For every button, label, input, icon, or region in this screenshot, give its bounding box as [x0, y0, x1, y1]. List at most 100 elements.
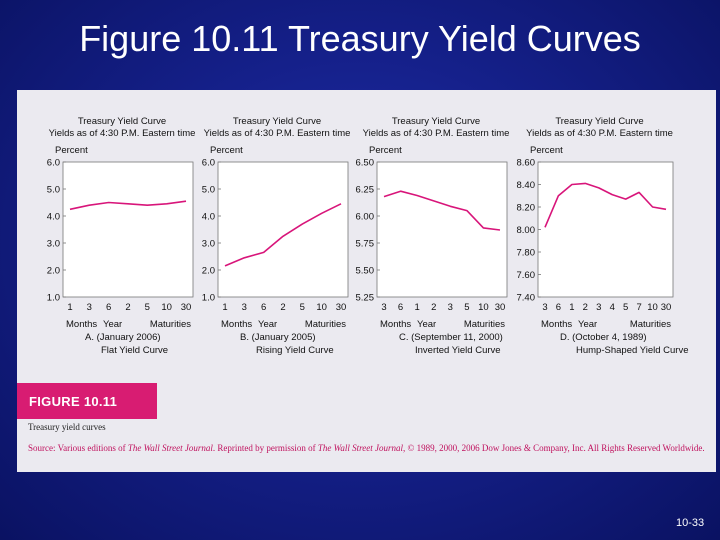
- chart-3-ytick-5: 5.50: [356, 266, 375, 277]
- source-publication-1: The Wall Street Journal: [127, 443, 213, 453]
- chart-4-xtick-1: 3: [542, 302, 547, 313]
- chart-1-xtick-3: 6: [106, 302, 111, 313]
- source-prefix: Source: Various editions of: [28, 443, 128, 453]
- chart-1-xtick-6: 10: [161, 302, 172, 313]
- chart-3-ytick-2: 6.25: [356, 185, 375, 196]
- chart-3-date-label: C. (September 11, 2000): [399, 332, 503, 343]
- chart-1-ytick-2: 5.0: [47, 185, 60, 196]
- chart-2-ytick-6: 1.0: [202, 293, 215, 304]
- chart-1-date-label: A. (January 2006): [85, 332, 161, 343]
- chart-2-xlabel-maturities: Maturities: [305, 319, 346, 330]
- source-suffix: , © 1989, 2000, 2006 Dow Jones & Company…: [402, 443, 705, 453]
- chart-3-ytick-3: 6.00: [356, 212, 375, 223]
- chart-4-xtick-3: 1: [569, 302, 574, 313]
- chart-4-ytick-3: 8.20: [517, 203, 536, 214]
- chart-4-xlabel-maturities: Maturities: [630, 319, 671, 330]
- chart-2-xtick-1: 1: [222, 302, 227, 313]
- chart-4-ylabel: Percent: [530, 145, 563, 156]
- chart-2-xtick-5: 5: [300, 302, 305, 313]
- chart-4-ytick-1: 8.60: [517, 158, 536, 169]
- chart-4-xtick-2: 6: [556, 302, 561, 313]
- chart-4-yield-line: [544, 182, 667, 228]
- chart-1-ylabel: Percent: [55, 145, 88, 156]
- chart-3-xtick-5: 3: [448, 302, 453, 313]
- chart-1-subtitle: Yields as of 4:30 P.M. Eastern time: [49, 128, 196, 139]
- chart-2-ylabel: Percent: [210, 145, 243, 156]
- chart-3-xtick-7: 10: [478, 302, 489, 313]
- chart-3-ytick-1: 6.50: [356, 158, 375, 169]
- chart-4-ytick-4: 8.00: [517, 225, 536, 236]
- chart-1-ytick-5: 2.0: [47, 266, 60, 277]
- chart-3-ytick-6: 5.25: [356, 293, 375, 304]
- chart-4-xtick-6: 4: [610, 302, 615, 313]
- chart-4-curve-name: Hump-Shaped Yield Curve: [576, 345, 688, 356]
- slide-number: 10-33: [676, 517, 705, 529]
- chart-3-xtick-1: 3: [381, 302, 386, 313]
- chart-1-curve-name: Flat Yield Curve: [101, 345, 168, 356]
- chart-3-xtick-6: 5: [464, 302, 469, 313]
- chart-4-xtick-4: 2: [583, 302, 588, 313]
- chart-3-title: Treasury Yield Curve: [392, 116, 480, 127]
- chart-3-plot-area: [376, 161, 508, 298]
- chart-2-xtick-2: 3: [242, 302, 247, 313]
- chart-4-xlabel-year: Year: [578, 319, 597, 330]
- chart-1-xtick-1: 1: [67, 302, 72, 313]
- chart-1-xtick-7: 30: [181, 302, 192, 313]
- chart-2-xtick-7: 30: [336, 302, 347, 313]
- chart-1-ytick-4: 3.0: [47, 239, 60, 250]
- chart-1-xtick-4: 2: [125, 302, 130, 313]
- chart-4-xtick-7: 5: [623, 302, 628, 313]
- chart-1-xlabel-months: Months: [66, 319, 97, 330]
- figure-banner-label: FIGURE 10.11: [29, 394, 118, 409]
- chart-2-date-label: B. (January 2005): [240, 332, 316, 343]
- chart-3-subtitle: Yields as of 4:30 P.M. Eastern time: [363, 128, 510, 139]
- chart-4-xtick-8: 7: [636, 302, 641, 313]
- chart-2-xlabel-year: Year: [258, 319, 277, 330]
- chart-4-date-label: D. (October 4, 1989): [560, 332, 647, 343]
- chart-3-xtick-2: 6: [398, 302, 403, 313]
- figure-caption: Treasury yield curves: [28, 422, 106, 432]
- chart-1-xtick-5: 5: [145, 302, 150, 313]
- chart-2-xtick-3: 6: [261, 302, 266, 313]
- chart-1-xlabel-maturities: Maturities: [150, 319, 191, 330]
- chart-3-xtick-3: 1: [414, 302, 419, 313]
- chart-3-xlabel-maturities: Maturities: [464, 319, 505, 330]
- chart-4-xlabel-months: Months: [541, 319, 572, 330]
- chart-2-ytick-3: 4.0: [202, 212, 215, 223]
- chart-2-ytick-2: 5.0: [202, 185, 215, 196]
- figure-panel: Treasury Yield Curve Yields as of 4:30 P.…: [17, 90, 716, 472]
- chart-3-xtick-8: 30: [495, 302, 506, 313]
- slide-title: Figure 10.11 Treasury Yield Curves: [79, 18, 641, 59]
- source-middle: . Reprinted by permission of: [212, 443, 318, 453]
- chart-4-plot-area: [537, 161, 674, 298]
- figure-source: Source: Various editions of The Wall Str…: [28, 442, 708, 454]
- chart-2-xlabel-months: Months: [221, 319, 252, 330]
- chart-2-xtick-6: 10: [316, 302, 327, 313]
- chart-4-xtick-10: 30: [661, 302, 672, 313]
- chart-3-ylabel: Percent: [369, 145, 402, 156]
- chart-2-yield-line: [224, 203, 342, 267]
- chart-3-xtick-4: 2: [431, 302, 436, 313]
- chart-2-ytick-5: 2.0: [202, 266, 215, 277]
- chart-2-subtitle: Yields as of 4:30 P.M. Eastern time: [204, 128, 351, 139]
- chart-4-ytick-6: 7.60: [517, 270, 536, 281]
- chart-2-xtick-4: 2: [280, 302, 285, 313]
- chart-1-yield-line: [69, 200, 187, 211]
- chart-1-ytick-1: 6.0: [47, 158, 60, 169]
- chart-1-xlabel-year: Year: [103, 319, 122, 330]
- chart-1-xtick-2: 3: [87, 302, 92, 313]
- chart-3-yield-line: [383, 190, 501, 231]
- chart-1-title: Treasury Yield Curve: [78, 116, 166, 127]
- chart-4-ytick-5: 7.80: [517, 248, 536, 259]
- chart-4-subtitle: Yields as of 4:30 P.M. Eastern time: [526, 128, 673, 139]
- chart-4-ytick-7: 7.40: [517, 293, 536, 304]
- chart-2-ytick-4: 3.0: [202, 239, 215, 250]
- source-publication-2: The Wall Street Journal: [317, 443, 403, 453]
- chart-1-ytick-6: 1.0: [47, 293, 60, 304]
- chart-2-ytick-1: 6.0: [202, 158, 215, 169]
- chart-3-xlabel-months: Months: [380, 319, 411, 330]
- chart-3-curve-name: Inverted Yield Curve: [415, 345, 501, 356]
- chart-1-plot-area: [62, 161, 194, 298]
